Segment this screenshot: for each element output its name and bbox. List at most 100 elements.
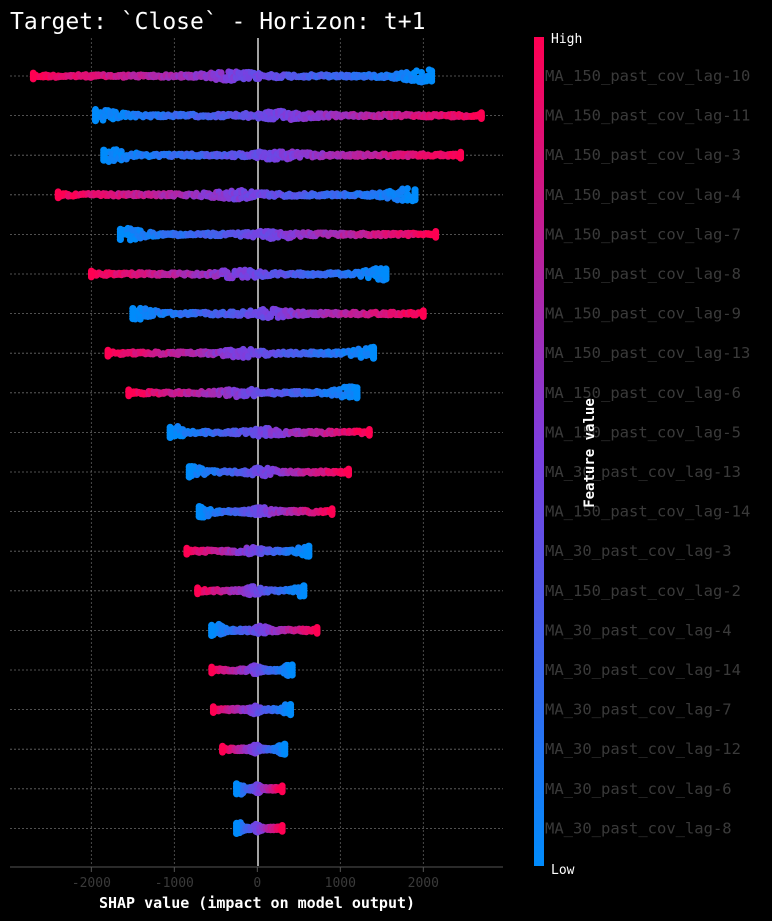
feature-label: MA_150_past_cov_lag-13	[545, 344, 750, 362]
feature-label: MA_150_past_cov_lag-4	[545, 186, 741, 204]
chart-title: Target: `Close` - Horizon: t+1	[10, 9, 425, 35]
swarm-dot	[185, 473, 193, 481]
swarm-dot	[209, 709, 217, 716]
swarm-dot	[125, 392, 133, 400]
x-tick-label: 2000	[408, 876, 439, 891]
feature-label: MA_150_past_cov_lag-5	[545, 423, 741, 441]
swarm-dot	[394, 196, 401, 204]
feature-swarm	[219, 740, 289, 758]
swarm-dot	[136, 315, 144, 323]
swarm-dot	[365, 432, 373, 439]
swarm-dot	[478, 115, 485, 122]
swarm-dot	[328, 511, 336, 518]
swarm-dot	[369, 354, 378, 362]
feature-swarm	[232, 819, 286, 838]
swarm-dot	[166, 433, 174, 441]
swarm-dot	[232, 790, 241, 798]
swarm-dot	[428, 77, 436, 85]
feature-label: MA_30_past_cov_lag-8	[545, 819, 732, 837]
swarm-dot	[313, 630, 321, 637]
feature-label: MA_150_past_cov_lag-9	[545, 305, 741, 323]
swarm-dot	[87, 273, 95, 281]
swarm-dot	[208, 669, 216, 677]
feature-swarm	[29, 66, 436, 86]
swarm-dot	[250, 392, 258, 400]
colorbar-gradient	[534, 37, 544, 866]
swarm-dot	[382, 275, 390, 283]
swarm-dot	[54, 194, 62, 202]
x-axis-ticks: -2000 -1000 0 1000 2000	[72, 867, 439, 891]
x-tick-label: 0	[253, 876, 261, 891]
feature-swarm	[208, 620, 321, 640]
swarm-dot	[29, 75, 37, 83]
feature-swarm	[87, 265, 390, 284]
feature-swarm	[185, 462, 353, 481]
feature-swarm	[209, 701, 295, 719]
swarm-dot	[232, 829, 241, 838]
swarm-dot	[353, 394, 361, 402]
feature-swarm	[129, 304, 427, 323]
feature-swarm	[100, 146, 465, 166]
feature-swarm	[54, 185, 419, 205]
swarm-dot	[100, 156, 108, 164]
feature-swarm	[232, 780, 286, 798]
feature-label: MA_30_past_cov_lag-13	[545, 463, 741, 481]
x-tick-label: -2000	[72, 876, 111, 891]
feature-label: MA_30_past_cov_lag-4	[545, 621, 732, 639]
feature-swarm	[166, 423, 373, 441]
swarm-dot	[288, 671, 296, 679]
feature-swarm	[104, 343, 378, 362]
x-tick-label: 1000	[325, 876, 356, 891]
feature-label: MA_150_past_cov_lag-3	[545, 146, 741, 164]
feature-label: MA_30_past_cov_lag-12	[545, 740, 741, 758]
colorbar-low-label: Low	[551, 863, 575, 878]
feature-label: MA_150_past_cov_lag-11	[545, 107, 750, 125]
swarm-dot	[457, 154, 465, 162]
swarm-dot	[194, 590, 201, 598]
swarm-dot	[116, 235, 124, 243]
colorbar-high-label: High	[551, 32, 582, 47]
feature-label: MA_30_past_cov_lag-14	[545, 661, 741, 679]
swarm-dot	[281, 750, 289, 758]
swarm-dot	[404, 185, 411, 192]
swarm-dot	[286, 711, 295, 719]
swarm-dot	[419, 313, 427, 320]
swarm-dot	[219, 748, 226, 756]
swarm-dot	[305, 552, 313, 560]
feature-swarm	[116, 224, 440, 244]
feature-label: MA_150_past_cov_lag-14	[545, 503, 750, 521]
swarm-dot	[91, 117, 100, 125]
beeswarm-marks	[29, 66, 485, 838]
colorbar-title: Feature value	[582, 398, 598, 508]
swarm-dot	[345, 471, 353, 479]
swarm-dot	[411, 196, 419, 204]
feature-label: MA_30_past_cov_lag-6	[545, 780, 732, 798]
feature-label: MA_150_past_cov_lag-6	[545, 384, 741, 402]
swarm-dot	[418, 69, 425, 76]
feature-swarm	[194, 582, 308, 600]
feature-label: MA_150_past_cov_lag-7	[545, 225, 741, 243]
swarm-dot	[104, 352, 112, 360]
swarm-dot	[195, 513, 203, 521]
feature-swarm	[183, 542, 313, 560]
swarm-dot	[300, 592, 308, 600]
swarm-dot	[278, 788, 286, 796]
feature-label: MA_150_past_cov_lag-2	[545, 582, 741, 600]
swarm-dot	[399, 185, 406, 193]
swarm-dot	[278, 828, 286, 835]
swarm-dot	[129, 315, 137, 323]
feature-swarm	[125, 383, 361, 402]
feature-labels: MA_150_past_cov_lag-10 MA_150_past_cov_la…	[545, 67, 750, 837]
feature-label: MA_150_past_cov_lag-10	[545, 67, 750, 85]
swarm-dot	[432, 234, 440, 241]
x-tick-label: -1000	[155, 876, 194, 891]
feature-swarm	[208, 661, 296, 679]
x-axis-label: SHAP value (impact on model output)	[99, 894, 415, 912]
swarm-dot	[208, 631, 216, 640]
grid-layer	[10, 38, 503, 866]
feature-swarm	[91, 106, 485, 125]
swarm-dot	[183, 550, 191, 558]
swarm-dot	[217, 69, 225, 77]
feature-label: MA_30_past_cov_lag-3	[545, 542, 732, 560]
